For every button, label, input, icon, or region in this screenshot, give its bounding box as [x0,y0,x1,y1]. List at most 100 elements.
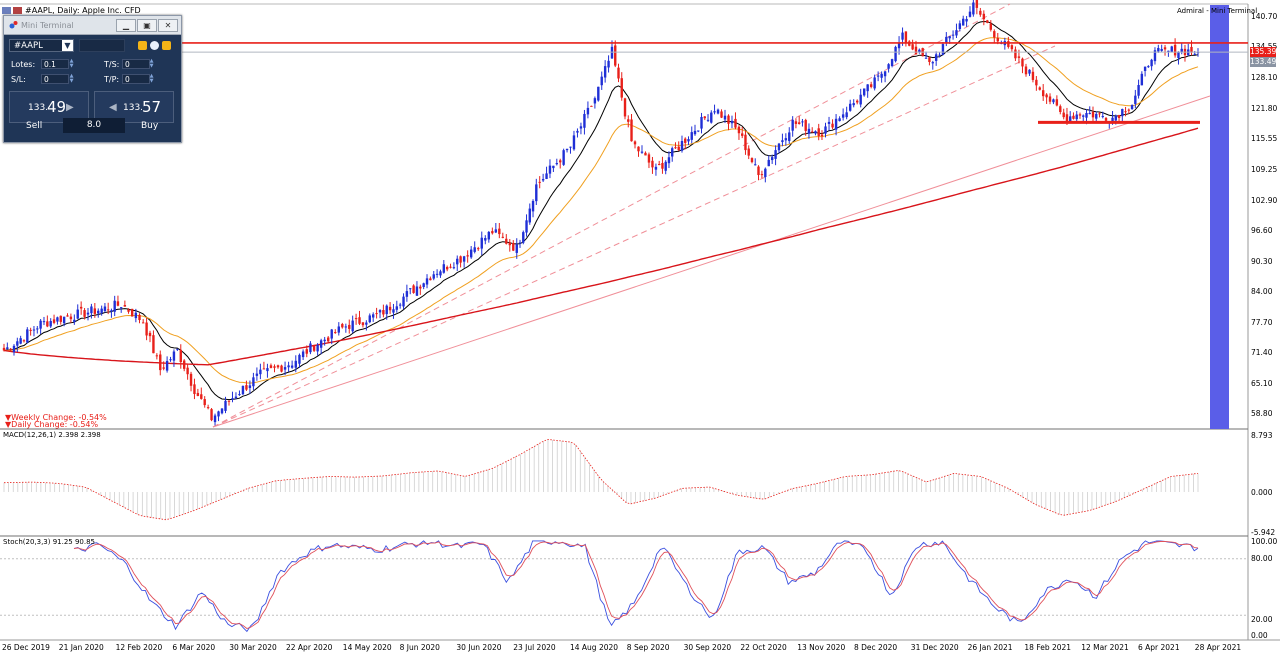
tp-label: T/P: [104,75,120,84]
candle-body [1045,94,1048,98]
ema-slow-line [3,37,1199,384]
candle-body [781,140,784,143]
candle-body [1007,41,1010,47]
price-tick-label: 96.60 [1251,226,1273,236]
candle-body [607,60,610,68]
candle-body [1098,113,1101,115]
candle-body [572,135,576,150]
weekly-change: ▼Weekly Change: -0.54% [5,413,107,422]
candle-body [501,236,505,238]
candle-body [741,133,744,136]
candle-body [965,18,968,22]
candle-body [100,308,103,314]
minimize-button[interactable]: ▁ [116,19,136,32]
lots-stepper[interactable]: ▲ ▼ [69,58,74,69]
candle-body [1072,115,1075,119]
buy-button[interactable]: Buy [141,121,159,131]
maximize-button[interactable]: ▣ [137,19,157,32]
candle-body [1062,112,1065,118]
time-tick-label: 23 Jul 2020 [513,643,556,652]
sell-price-small: 133. [28,103,49,113]
candle-body [498,228,501,235]
tp-input[interactable]: 0 [122,74,150,84]
candle-body [1111,117,1114,122]
macd-tick-label: 8.793 [1251,431,1273,440]
candle-body [548,165,552,174]
candle-body [200,394,203,399]
candle-body [248,385,252,388]
candle-body [1153,50,1157,62]
ts-input[interactable]: 0 [122,59,150,69]
candle-body [730,120,734,124]
lower-trendline [212,95,1211,428]
candle-body [640,151,644,153]
candle-body [203,399,206,406]
candle-body [141,322,145,324]
candle-body [1173,44,1177,56]
candle-body [1052,99,1055,103]
sl-stepper[interactable]: ▲ ▼ [69,73,74,84]
candle-body [817,128,820,137]
price-tick-label: 58.80 [1251,409,1273,419]
candle-body [469,249,473,258]
candle-body [439,271,442,276]
candle-body [531,201,535,212]
settings-icon[interactable] [138,41,147,50]
candle-body [402,296,405,307]
tp-stepper[interactable]: ▲ ▼ [149,73,154,84]
candle-body [791,119,794,131]
candle-body [388,306,392,311]
info-icon[interactable] [150,41,159,50]
candle-body [654,166,658,170]
time-tick-label: 21 Jan 2020 [58,643,104,652]
menu-icon[interactable] [162,41,171,50]
candle-body [1031,71,1035,80]
candle-body [807,128,811,134]
candle-body [820,134,824,137]
mini-terminal-window[interactable]: Mini Terminal ▁ ▣ ✕ #AAPL ▼ Lotes: 0.1 ▲… [3,15,182,143]
candle-body [316,344,319,352]
time-tick-label: 8 Sep 2020 [626,643,670,652]
candle-body [255,373,259,376]
buy-price-panel[interactable]: ◀ 133. 57 [94,91,174,123]
sell-price-panel[interactable]: 133. 49 ▶ [9,91,89,123]
sell-button[interactable]: Sell [26,121,43,131]
time-tick-label: 26 Dec 2019 [2,643,50,652]
ts-stepper[interactable]: ▲ ▼ [149,58,154,69]
mini-terminal-titlebar[interactable]: Mini Terminal ▁ ▣ ✕ [4,16,181,35]
close-button[interactable]: ✕ [158,19,178,32]
candle-body [159,354,162,371]
price-tick-label: 84.00 [1251,287,1273,297]
symbol-select[interactable]: #AAPL [9,39,74,52]
candle-body [337,326,340,333]
lots-label: Lotes: [11,60,36,69]
candle-body [1140,73,1144,86]
candle-body [797,122,801,125]
candle-body [734,118,737,128]
candle-body [32,329,36,331]
candle-body [1130,105,1134,110]
candle-body [1180,48,1183,52]
candle-body [876,75,880,77]
time-tick-label: 26 Jan 2021 [967,643,1013,652]
candle-body [290,365,294,368]
candle-body [405,291,409,297]
candle-body [1075,114,1078,120]
candle-body [873,77,876,89]
ema-fast-line [3,20,1199,401]
candle-body [113,300,116,312]
candle-body [1014,49,1017,59]
candle-body [238,394,241,396]
time-tick-label: 12 Mar 2021 [1081,643,1129,652]
candle-body [354,318,358,320]
long-ma-line [3,127,1199,366]
candle-body [904,31,908,44]
chevron-down-icon[interactable]: ▼ [62,40,73,51]
sl-input[interactable]: 0 [41,74,69,84]
candle-body [245,385,248,390]
symbol-extra-field[interactable] [79,39,125,52]
lots-input[interactable]: 0.1 [41,59,69,69]
candle-body [1167,50,1170,52]
candle-body [1085,113,1088,118]
